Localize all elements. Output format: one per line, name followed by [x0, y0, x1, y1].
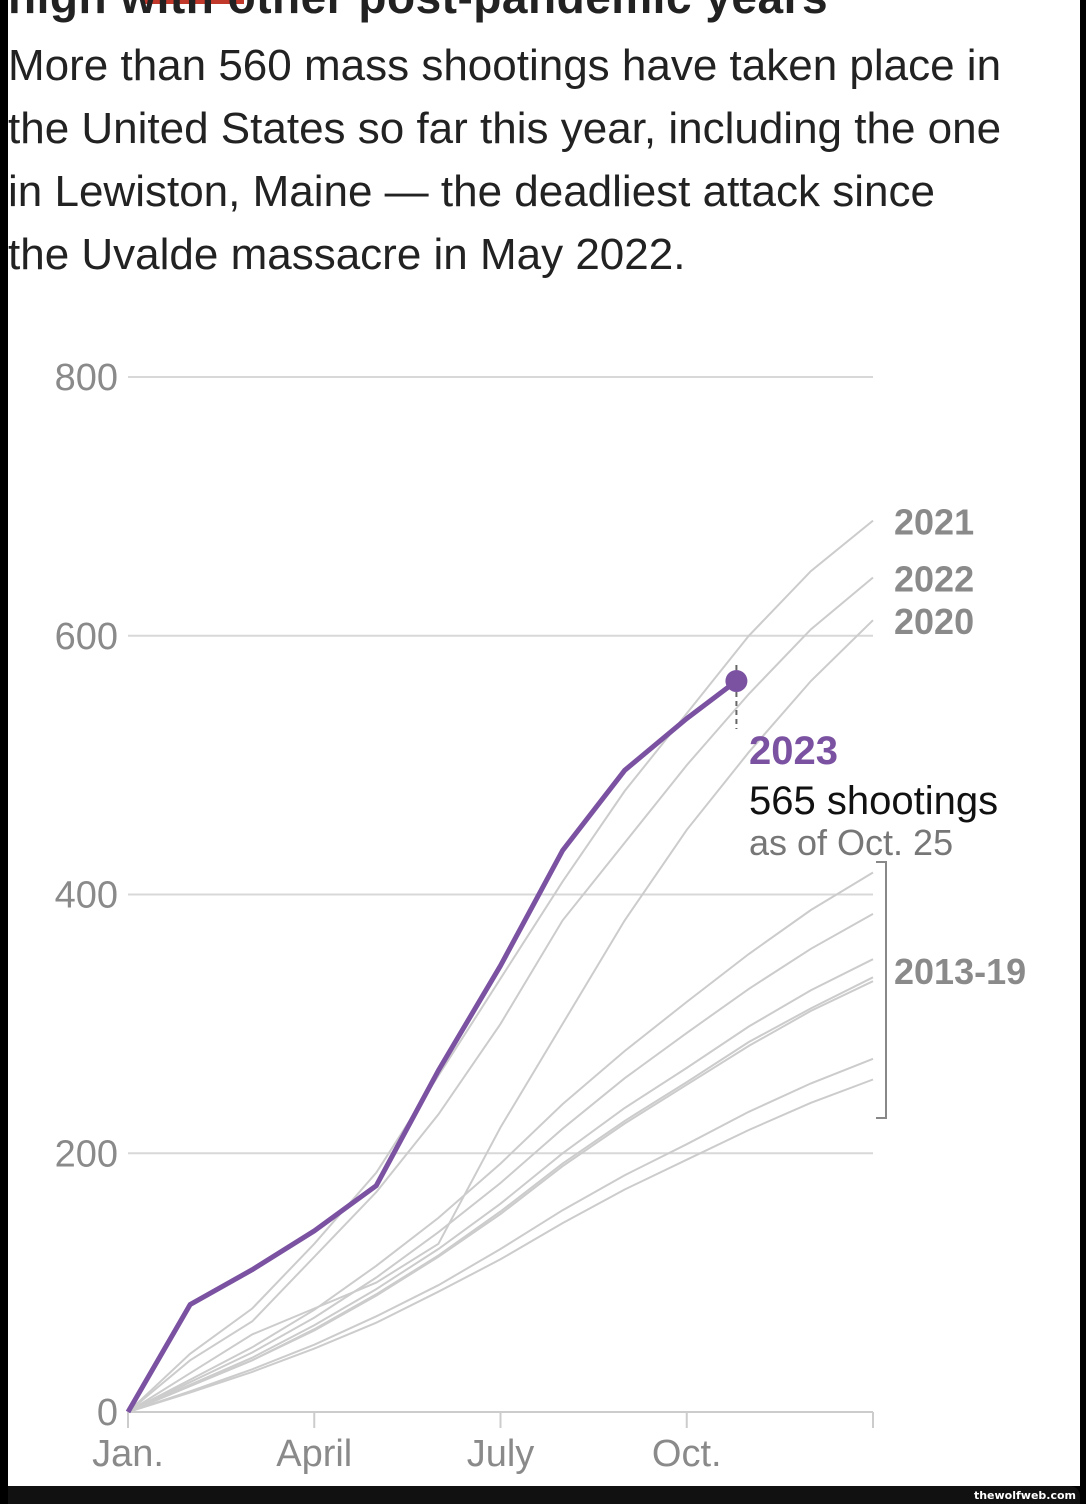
series-line-2013-19-7: [127, 980, 874, 1413]
x-tick-label: July: [467, 1433, 535, 1475]
series-line-2013-19-6: [127, 976, 874, 1413]
x-tick-label: Jan.: [92, 1433, 164, 1475]
series-line-2020: [127, 619, 874, 1413]
y-tick-label: 200: [55, 1133, 118, 1175]
chart-title: high with other post-pandemic years: [8, 0, 828, 24]
series-line-2013-19-9: [127, 1078, 874, 1413]
highlight-year-label: 2023: [749, 729, 838, 773]
series-line-2013-19-8: [127, 1057, 874, 1413]
x-tick-label: Oct.: [652, 1433, 722, 1475]
series-line-2023: [125, 679, 738, 1414]
series-label-2022: 2022: [894, 559, 974, 600]
series-line-2013-19-4: [127, 913, 874, 1413]
chart-subtitle: More than 560 mass shootings have taken …: [8, 41, 1002, 279]
highlight-end-point: [725, 670, 748, 693]
x-tick-label: April: [276, 1433, 352, 1475]
series-line-2021: [127, 519, 874, 1413]
highlight-value-label: 565 shootings: [749, 779, 998, 823]
y-tick-label: 0: [97, 1392, 118, 1434]
series-line-2022: [127, 576, 874, 1413]
series-line-2013-19-3: [127, 871, 874, 1413]
y-tick-label: 600: [55, 616, 118, 658]
y-tick-label: 800: [55, 357, 118, 399]
watermark: thewolfweb.com: [973, 1489, 1076, 1502]
watermark-bar: thewolfweb.com: [8, 1486, 1080, 1504]
series-label-2021: 2021: [894, 502, 974, 543]
group-label: 2013-19: [894, 951, 1026, 992]
y-tick-label: 400: [55, 875, 118, 917]
highlight-date-label: as of Oct. 25: [749, 822, 953, 863]
article-page: high with other post-pandemic years More…: [8, 0, 1080, 1486]
group-bracket: [876, 861, 887, 1119]
series-line-2013-19-5: [127, 958, 874, 1413]
series-label-2020: 2020: [894, 601, 974, 642]
title-accent-bar: [144, 0, 244, 4]
